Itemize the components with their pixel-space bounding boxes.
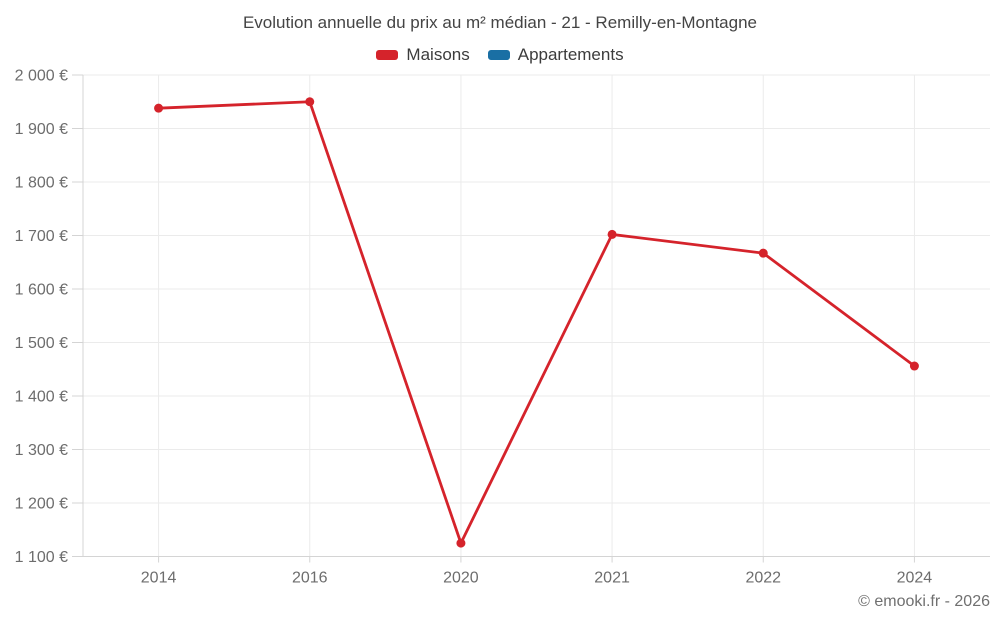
y-tick-label: 1 600 € [15,282,68,299]
x-tick-label: 2022 [745,570,781,587]
y-tick-label: 1 900 € [15,121,68,138]
y-tick-label: 1 200 € [15,496,68,513]
y-tick-label: 2 000 € [15,68,68,85]
legend-item-appartements[interactable]: Appartements [487,45,624,65]
x-tick-label: 2014 [141,570,177,587]
y-tick-label: 1 800 € [15,175,68,192]
data-point[interactable] [456,538,466,548]
legend-label-maisons: Maisons [406,45,470,64]
copyright: © emooki.fr - 2026 [858,593,990,610]
y-tick-label: 1 700 € [15,228,68,245]
appartements-swatch [487,50,510,60]
x-tick-label: 2016 [292,570,328,587]
legend-label-appartements: Appartements [517,45,624,64]
series-line-maisons [157,100,916,545]
legend: Maisons Appartements [0,45,1000,65]
data-point[interactable] [909,361,919,371]
data-point[interactable] [758,248,768,258]
x-tick-label: 2020 [443,570,479,587]
data-point[interactable] [305,97,315,107]
y-tick-label: 1 100 € [15,549,68,566]
y-tick-label: 1 300 € [15,442,68,459]
y-tick-label: 1 400 € [15,389,68,406]
x-tick-label: 2021 [594,570,630,587]
data-point[interactable] [154,103,164,113]
y-tick-label: 1 500 € [15,335,68,352]
data-point[interactable] [607,229,617,239]
x-tick-label: 2024 [897,570,933,587]
maisons-swatch [376,50,399,60]
legend-item-maisons[interactable]: Maisons [376,45,470,65]
chart-title: Evolution annuelle du prix au m² médian … [242,13,758,32]
